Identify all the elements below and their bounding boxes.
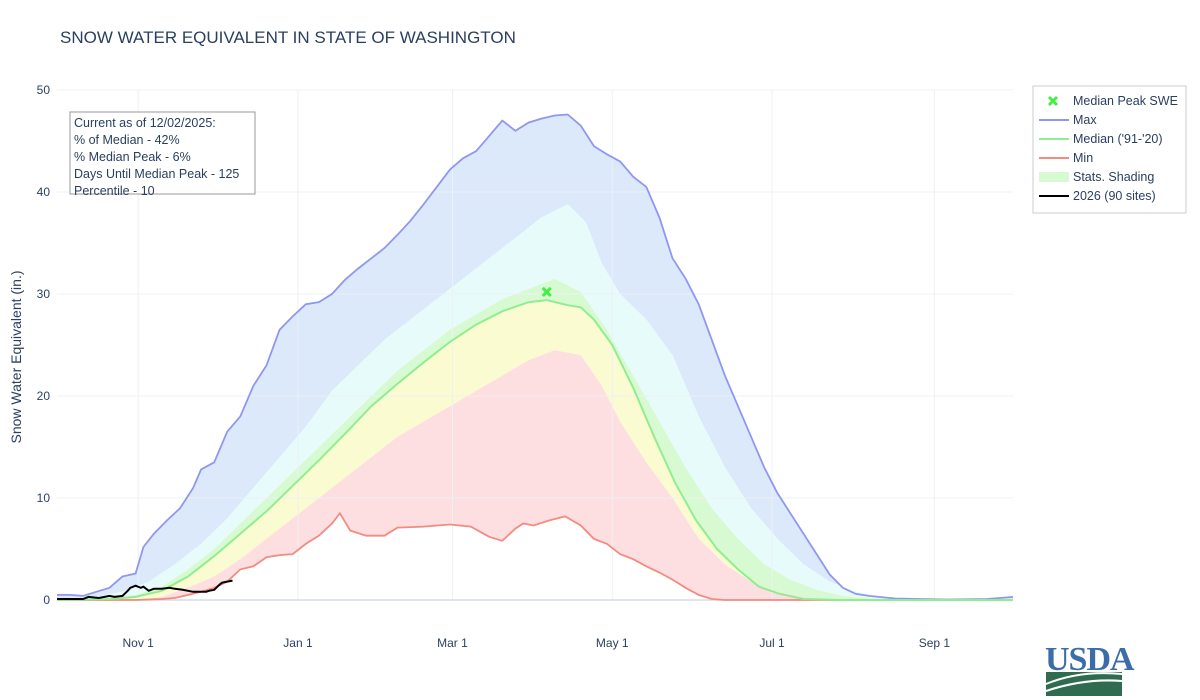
annotation-line: Current as of 12/02/2025:: [74, 116, 216, 130]
x-tick-label: Mar 1: [437, 636, 468, 650]
series-current-line: [57, 579, 233, 600]
legend-item-min[interactable]: Min: [1039, 151, 1093, 165]
legend-item-current[interactable]: 2026 (90 sites): [1039, 189, 1156, 203]
x-axis-ticks: Nov 1 Jan 1 Mar 1 May 1 Jul 1 Sep 1: [123, 636, 951, 650]
annotation-border: [69, 111, 256, 195]
annotation-line: % of Median - 42%: [74, 133, 180, 147]
legend-label: Median ('91-'20): [1073, 132, 1163, 146]
band-max-p90: [57, 114, 1013, 600]
usda-logo-text: USDA: [1045, 641, 1135, 678]
usda-logo-stripe-2: [1045, 679, 1123, 692]
legend-swatch-peak: [1047, 95, 1059, 107]
series-median-line: [56, 299, 1013, 601]
usda-logo-stripe-1: [1045, 672, 1123, 685]
legend-label: Max: [1073, 113, 1097, 127]
y-tick-label: 50: [37, 83, 51, 97]
y-axis-label: Snow Water Equivalent (in.): [8, 271, 24, 444]
y-tick-label: 0: [43, 593, 50, 607]
y-axis-ticks: 0 10 20 30 40 50: [37, 83, 51, 607]
annotation-lines: Current as of 12/02/2025: % of Median - 4…: [74, 116, 239, 198]
legend-item-peak[interactable]: Median Peak SWE: [1047, 94, 1178, 108]
x-tick-label: Jan 1: [283, 636, 313, 650]
median-peak-x: [541, 286, 552, 298]
legend-item-median[interactable]: Median ('91-'20): [1039, 132, 1163, 146]
annotation-box: Current as of 12/02/2025: % of Median - 4…: [69, 111, 256, 198]
series-max-line: [57, 113, 1014, 601]
legend-border: [1032, 85, 1187, 214]
legend-label: 2026 (90 sites): [1073, 189, 1156, 203]
legend-label: Min: [1073, 151, 1093, 165]
y-tick-label: 30: [37, 287, 51, 301]
median-peak-marker: [541, 286, 552, 298]
legend-swatch-shading: [1039, 172, 1069, 182]
series-min-line: [57, 511, 1013, 601]
annotation-line: % Median Peak - 6%: [74, 150, 191, 164]
annotation-line: Days Until Median Peak - 125: [74, 167, 239, 181]
y-tick-label: 40: [37, 185, 51, 199]
stats-shading-bands: [57, 114, 1013, 600]
y-tick-label: 20: [37, 389, 51, 403]
chart-title: SNOW WATER EQUIVALENT IN STATE OF WASHIN…: [60, 28, 516, 47]
legend-label: Stats. Shading: [1073, 170, 1154, 184]
x-tick-label: Nov 1: [123, 636, 155, 650]
usda-logo: USDA: [1045, 641, 1136, 696]
chart-marks: [541, 286, 552, 298]
legend: Median Peak SWE Max Median ('91-'20) Min Sta…: [1032, 85, 1187, 214]
legend-item-max[interactable]: Max: [1039, 113, 1097, 127]
y-tick-label: 10: [37, 491, 51, 505]
usda-logo-field: [1046, 672, 1122, 696]
band-p90-p70: [57, 204, 1013, 600]
x-tick-label: Jul 1: [759, 636, 785, 650]
series-lines: [56, 113, 1014, 601]
x-tick-label: Sep 1: [919, 636, 951, 650]
band-p30-min: [57, 350, 1013, 600]
legend-label: Median Peak SWE: [1073, 94, 1178, 108]
annotation-line: Percentile - 10: [74, 184, 155, 198]
x-tick-label: May 1: [596, 636, 629, 650]
legend-items: Median Peak SWE Max Median ('91-'20) Min Sta…: [1039, 94, 1178, 203]
legend-item-shading[interactable]: Stats. Shading: [1039, 170, 1154, 184]
